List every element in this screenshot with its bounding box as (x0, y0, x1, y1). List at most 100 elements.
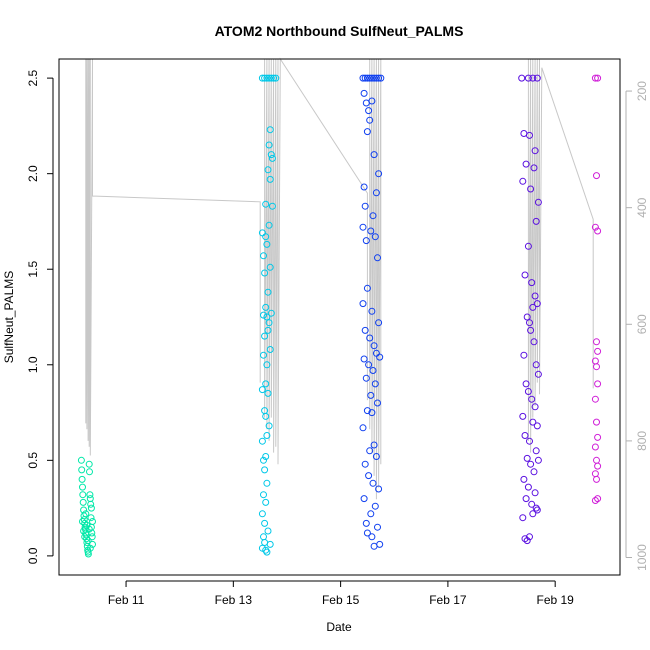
data-point (359, 300, 367, 308)
data-point (526, 437, 533, 445)
data-point (519, 412, 527, 420)
data-point (371, 380, 379, 388)
data-point (86, 495, 94, 503)
data-point (262, 546, 270, 554)
data-point (593, 363, 600, 371)
data-point (526, 533, 533, 541)
x-tick-label: Feb 15 (322, 593, 360, 607)
data-point (261, 539, 269, 546)
data-point (530, 338, 538, 346)
data-point (263, 432, 271, 439)
data-point (264, 288, 272, 296)
data-point (369, 367, 377, 374)
y-tick-label: 0.0 (26, 547, 40, 564)
data-point (591, 395, 599, 403)
data-point (361, 326, 369, 334)
data-point (258, 386, 266, 394)
data-point (528, 395, 536, 403)
data-point (263, 548, 271, 556)
data-point (370, 342, 378, 350)
data-point (531, 489, 539, 497)
data-point (521, 432, 529, 439)
data-point (87, 504, 95, 512)
data-point (531, 403, 539, 411)
data-point (369, 212, 377, 220)
data-point (370, 74, 378, 82)
data-point (370, 151, 378, 159)
x-tick-label: Feb 11 (108, 593, 145, 607)
data-point (524, 483, 532, 491)
y2-tick-label: 600 (635, 314, 649, 334)
y2-tick-label: 1000 (635, 544, 649, 571)
data-point (78, 466, 86, 474)
data-point (594, 495, 602, 503)
data-point (594, 74, 602, 82)
data-point (591, 74, 599, 82)
data-point (266, 126, 274, 134)
data-point (523, 537, 531, 545)
data-point (261, 332, 269, 340)
pressure-profile-line-1 (264, 57, 368, 465)
data-point (79, 483, 86, 491)
pressure-profile-line-2 (369, 58, 382, 500)
data-point (260, 533, 267, 541)
data-point (594, 227, 602, 235)
data-point (261, 74, 269, 82)
data-point (267, 151, 275, 159)
data-point (374, 254, 381, 262)
data-point (89, 540, 96, 548)
y-tick-label: 1.5 (26, 261, 40, 278)
data-point (529, 303, 537, 311)
data-point (375, 485, 383, 493)
data-point (593, 456, 600, 464)
pressure-profile-line-3 (527, 58, 594, 453)
data-point (260, 252, 267, 260)
data-point (265, 74, 273, 82)
data-point (266, 175, 274, 183)
data-point (594, 462, 602, 470)
data-point (266, 346, 274, 353)
data-point (367, 227, 375, 235)
data-point (368, 97, 376, 105)
data-point (362, 374, 370, 382)
data-point (367, 391, 375, 399)
data-point (359, 223, 367, 231)
data-point (265, 221, 273, 229)
data-point (79, 518, 86, 525)
data-point (523, 454, 531, 462)
data-point (362, 99, 370, 107)
data-point (591, 497, 599, 504)
data-point (260, 491, 267, 499)
data-point (262, 453, 270, 460)
data-point (360, 183, 368, 191)
data-point (521, 535, 529, 543)
data-point (529, 74, 537, 82)
data-point (529, 418, 537, 426)
data-point (530, 468, 538, 476)
data-point (519, 177, 527, 185)
data-point (85, 460, 93, 468)
data-point (523, 313, 531, 321)
data-point (261, 269, 269, 277)
data-point (524, 242, 532, 250)
data-point (260, 351, 267, 359)
data-point (518, 74, 526, 82)
y2-tick-label: 400 (635, 197, 649, 217)
data-point (363, 529, 371, 537)
data-point (372, 189, 380, 197)
data-point (521, 271, 529, 279)
data-point (262, 303, 270, 311)
data-point (375, 319, 383, 327)
data-point (361, 74, 369, 82)
data-point (368, 409, 376, 417)
data-point (258, 74, 266, 82)
data-point (362, 237, 370, 245)
data-point (528, 500, 536, 508)
data-point (263, 479, 271, 487)
data-point (365, 107, 373, 115)
data-point (262, 412, 270, 420)
data-point (527, 185, 535, 193)
data-point (530, 164, 538, 172)
data-point (367, 510, 375, 518)
